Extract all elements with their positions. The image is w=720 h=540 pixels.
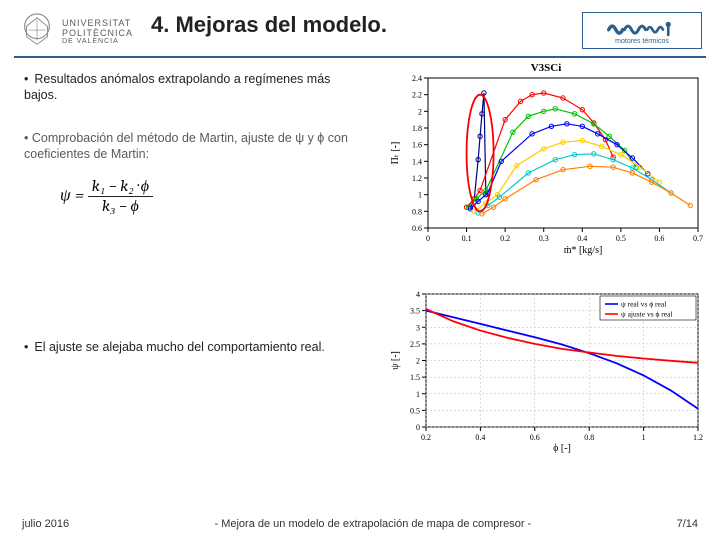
svg-text:1.6: 1.6: [412, 141, 422, 150]
svg-text:1.2: 1.2: [412, 174, 422, 183]
footer-page: 7/14: [677, 518, 698, 530]
formula-num: k₁ − k₂ · ϕ: [88, 177, 153, 197]
svg-text:0.5: 0.5: [410, 406, 420, 415]
university-logo: UNIVERSITAT POLITÈCNICA DE VALÈNCIA: [18, 12, 133, 52]
slide-header: UNIVERSITAT POLITÈCNICA DE VALÈNCIA 4. M…: [0, 0, 720, 52]
psi-phi-chart: 0 0.5 1 1.5 2 2.5 3 3.5 4 0.2 0.4 0.6 0.8 1 1.2 ϕ [-] ψ …: [386, 288, 706, 453]
psi-phi-svg: 0 0.5 1 1.5 2 2.5 3 3.5 4 0.2 0.4 0.6 0.8 1 1.2 ϕ [-] ψ …: [386, 288, 706, 453]
svg-text:ṁ* [kg/s]: ṁ* [kg/s]: [564, 245, 603, 256]
footer-center: - Mejora de un modelo de extrapolación d…: [69, 518, 676, 530]
shield-icon: [18, 12, 56, 52]
svg-text:1.2: 1.2: [693, 433, 703, 442]
univ-line3: DE VALÈNCIA: [62, 38, 133, 46]
svg-text:ψ [-]: ψ [-]: [390, 351, 401, 370]
svg-text:1.5: 1.5: [410, 373, 420, 382]
svg-text:0.5: 0.5: [616, 234, 626, 243]
svg-text:2: 2: [416, 357, 420, 366]
svg-text:ϕ [-]: ϕ [-]: [553, 443, 571, 453]
svg-text:1: 1: [416, 390, 420, 399]
left-column: Resultados anómalos extrapolando a regím…: [24, 72, 354, 216]
svg-text:0.6: 0.6: [654, 234, 664, 243]
svg-text:3: 3: [416, 323, 420, 332]
wave-icon: [607, 16, 677, 38]
title-zone: 4. Mejoras del modelo.: [133, 12, 582, 38]
svg-text:2.5: 2.5: [410, 340, 420, 349]
svg-text:1: 1: [642, 433, 646, 442]
university-text: UNIVERSITAT POLITÈCNICA DE VALÈNCIA: [62, 18, 133, 47]
bullet-1: Resultados anómalos extrapolando a regím…: [24, 72, 354, 103]
footer-date: julio 2016: [22, 518, 69, 530]
svg-text:2.2: 2.2: [412, 91, 422, 100]
svg-text:3.5: 3.5: [410, 307, 420, 316]
svg-text:1.4: 1.4: [412, 157, 422, 166]
svg-text:1: 1: [418, 191, 422, 200]
svg-text:0.3: 0.3: [539, 234, 549, 243]
slide-title: 4. Mejoras del modelo.: [151, 12, 582, 38]
svg-text:4: 4: [416, 290, 420, 299]
formula-den: k₃ − ϕ: [88, 197, 153, 216]
svg-text:ψ ajuste vs ϕ real: ψ ajuste vs ϕ real: [621, 310, 673, 319]
slide-body: Resultados anómalos extrapolando a regím…: [0, 58, 720, 478]
formula-fraction: k₁ − k₂ · ϕ k₃ − ϕ: [88, 177, 153, 216]
slide-footer: julio 2016 - Mejora de un modelo de extr…: [0, 518, 720, 530]
bullet-2: • Comprobación del método de Martin, aju…: [24, 131, 354, 162]
svg-text:ψ real vs ϕ real: ψ real vs ϕ real: [621, 300, 666, 309]
svg-text:0.6: 0.6: [412, 224, 422, 233]
svg-text:2.4: 2.4: [412, 74, 422, 83]
formula-lhs: ψ: [60, 186, 71, 205]
svg-text:1.8: 1.8: [412, 124, 422, 133]
svg-text:Πₜ [-]: Πₜ [-]: [390, 142, 401, 165]
dept-logo-text: motores térmicos: [615, 38, 669, 45]
svg-text:0.4: 0.4: [577, 234, 587, 243]
univ-line1: UNIVERSITAT: [62, 18, 133, 28]
svg-text:0.2: 0.2: [500, 234, 510, 243]
compressor-map-svg: V3SCi 0 0.1 0.2 0.3 0.4 0.5 0.6 0.7 0.6 0.8 1 1.2 1.4…: [386, 60, 706, 256]
bullet-3: El ajuste se alejaba mucho del comportam…: [24, 340, 344, 356]
dept-logo: motores térmicos: [582, 12, 702, 49]
svg-text:0.8: 0.8: [412, 207, 422, 216]
svg-text:0.6: 0.6: [530, 433, 540, 442]
univ-line2: POLITÈCNICA: [62, 28, 133, 38]
svg-text:0: 0: [416, 423, 420, 432]
svg-text:0.7: 0.7: [693, 234, 703, 243]
formula: ψ = k₁ − k₂ · ϕ k₃ − ϕ: [60, 177, 354, 216]
svg-text:2: 2: [418, 107, 422, 116]
svg-text:0.1: 0.1: [462, 234, 472, 243]
svg-text:0.2: 0.2: [421, 433, 431, 442]
svg-text:0: 0: [426, 234, 430, 243]
compressor-map-chart: V3SCi 0 0.1 0.2 0.3 0.4 0.5 0.6 0.7 0.6 0.8 1 1.2 1.4…: [386, 60, 706, 256]
svg-text:0.4: 0.4: [475, 433, 485, 442]
svg-text:0.8: 0.8: [584, 433, 594, 442]
svg-text:V3SCi: V3SCi: [531, 62, 562, 74]
formula-eq: =: [75, 186, 88, 205]
